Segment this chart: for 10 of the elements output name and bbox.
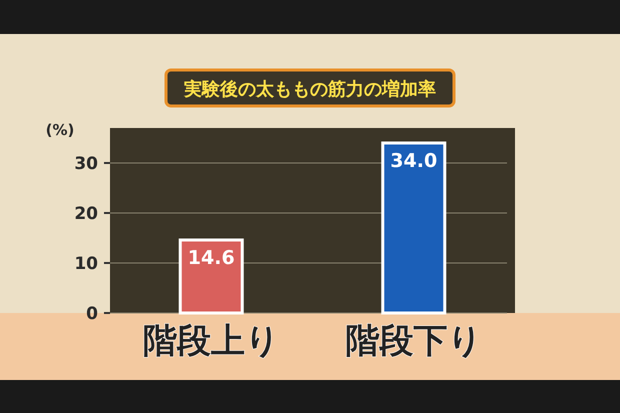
x-tick-label: 階段上り (142, 321, 280, 361)
data-label: 14.6 (188, 247, 235, 269)
y-axis-title: (%) (46, 121, 74, 139)
chart-title: 実験後の太ももの筋力の増加率 (183, 78, 436, 100)
data-label: 34.0 (390, 150, 438, 172)
x-tick-label: 階段下り (345, 321, 482, 361)
y-tick-label: 10 (74, 254, 98, 274)
y-tick-label: 0 (86, 304, 98, 324)
y-tick-label: 20 (74, 204, 98, 224)
y-tick-label: 30 (74, 154, 98, 174)
